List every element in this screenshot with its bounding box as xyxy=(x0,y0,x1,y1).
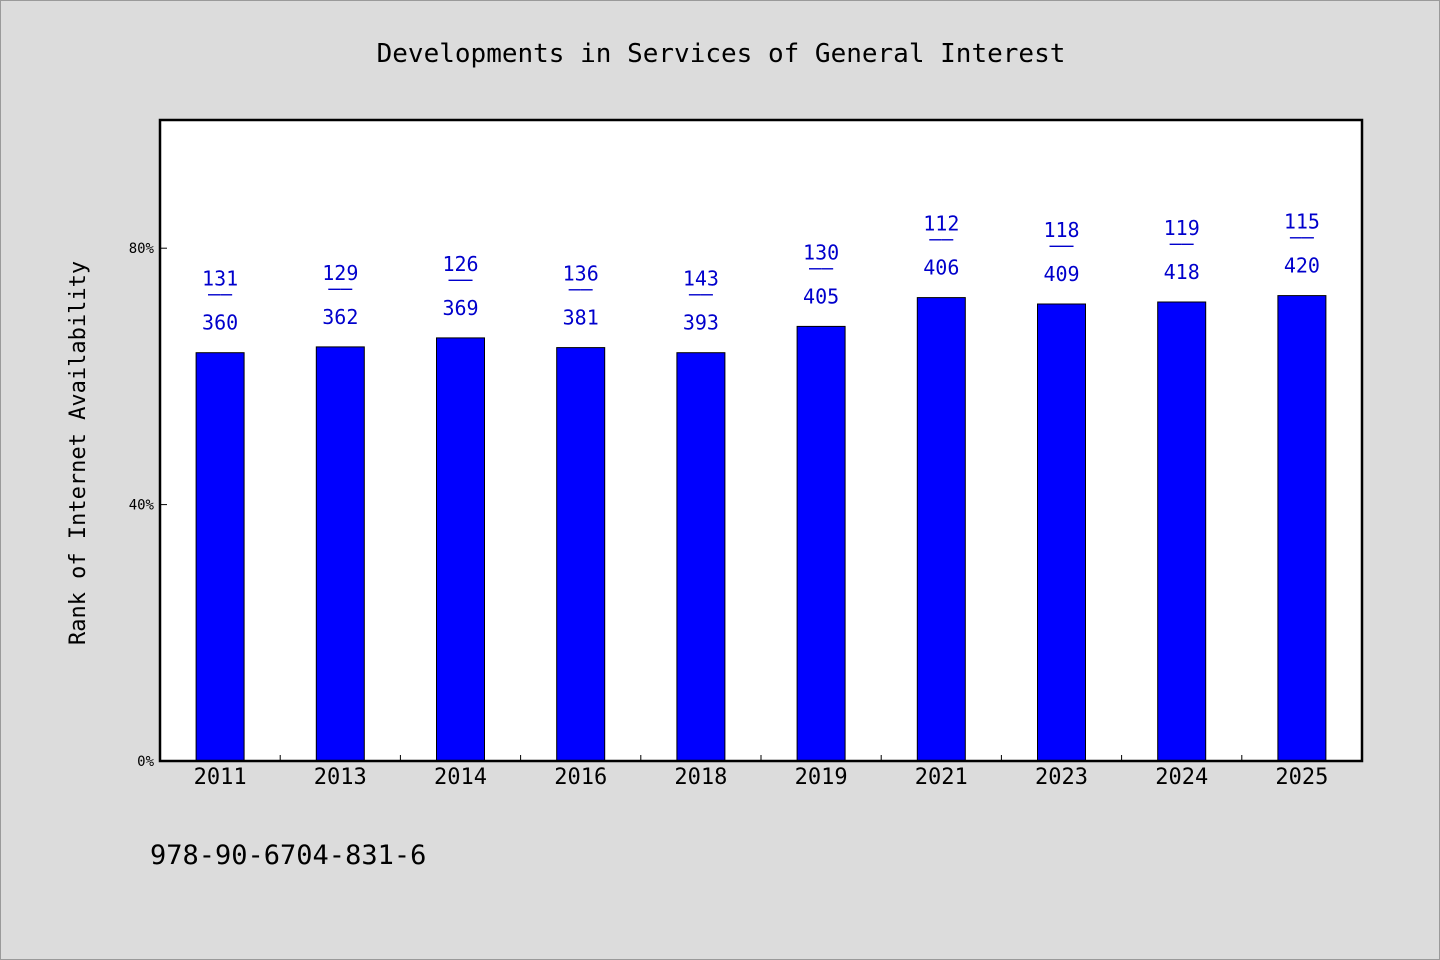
x-tick-label-2021: 2021 xyxy=(915,765,968,790)
bar-label-bottom-2025: 420 xyxy=(1284,254,1320,278)
bar-label-bottom-2014: 369 xyxy=(442,296,478,320)
bar-2025 xyxy=(1277,295,1327,762)
bar-label-separator-2023: —— xyxy=(1049,233,1074,257)
x-tick-label-2013: 2013 xyxy=(314,765,367,790)
x-tick-label-2014: 2014 xyxy=(434,765,487,790)
bar-label-bottom-2021: 406 xyxy=(923,256,959,280)
x-axis: 2011 2013 2014 2016 2018 2019 2021 2023 2024 2025 xyxy=(194,755,1328,790)
bar-label-top-2019: 130 xyxy=(803,240,839,264)
y-tick-label-0: 0% xyxy=(137,754,154,770)
bar-label-bottom-2018: 393 xyxy=(683,311,719,335)
bar-label-top-2013: 129 xyxy=(322,261,358,285)
bar-label-top-2023: 118 xyxy=(1043,218,1079,242)
bar-label-separator-2021: —— xyxy=(929,227,954,251)
bar-2023 xyxy=(1037,303,1086,762)
bar-label-bottom-2011: 360 xyxy=(202,311,238,335)
bar-label-separator-2025: —— xyxy=(1290,225,1315,249)
x-tick-label-2011: 2011 xyxy=(194,765,247,790)
bar-2024 xyxy=(1157,301,1207,762)
x-tick-label-2019: 2019 xyxy=(795,765,848,790)
y-axis: 0% 40% 80% xyxy=(129,241,167,770)
bar-label-separator-2014: —— xyxy=(448,267,473,291)
bar-label-top-2018: 143 xyxy=(683,267,719,291)
bar-label-separator-2013: —— xyxy=(328,276,353,300)
y-tick-label-40: 40% xyxy=(129,498,155,514)
bar-2018 xyxy=(676,352,726,762)
x-tick-label-2024: 2024 xyxy=(1155,765,1208,790)
bar-label-separator-2011: —— xyxy=(208,282,233,306)
bar-label-bottom-2023: 409 xyxy=(1043,262,1079,286)
bar-2021 xyxy=(916,297,966,762)
bar-label-top-2021: 112 xyxy=(923,212,959,236)
bar-2014 xyxy=(436,337,485,762)
bar-2013 xyxy=(315,346,365,762)
bar-2016 xyxy=(556,347,606,762)
bar-label-separator-2019: —— xyxy=(809,255,834,279)
bar-label-top-2011: 131 xyxy=(202,267,238,291)
bar-label-separator-2016: —— xyxy=(569,277,594,301)
bar-label-bottom-2024: 418 xyxy=(1164,260,1200,284)
x-tick-label-2023: 2023 xyxy=(1035,765,1088,790)
bar-label-separator-2024: —— xyxy=(1170,231,1195,255)
x-tick-label-2016: 2016 xyxy=(554,765,607,790)
isbn-text: 978-90-6704-831-6 xyxy=(150,840,426,871)
bar-label-separator-2018: —— xyxy=(689,282,714,306)
bar-label-top-2014: 126 xyxy=(442,252,478,276)
y-tick-label-80: 80% xyxy=(129,241,155,257)
bar-2019 xyxy=(796,325,846,762)
bar-label-bottom-2016: 381 xyxy=(563,306,599,330)
bar-label-top-2016: 136 xyxy=(563,262,599,286)
y-axis-label: Rank of Internet Availability xyxy=(66,261,91,645)
bar-label-top-2025: 115 xyxy=(1284,210,1320,234)
bar-2011 xyxy=(195,352,245,762)
x-tick-label-2018: 2018 xyxy=(674,765,727,790)
bars-layer xyxy=(195,295,1327,762)
bar-labels-layer: 131——360129——362126——369136——381143——393… xyxy=(202,210,1320,335)
chart-title: Developments in Services of General Inte… xyxy=(377,39,1066,69)
x-tick-label-2025: 2025 xyxy=(1275,765,1328,790)
bar-label-bottom-2019: 405 xyxy=(803,284,839,308)
bar-label-bottom-2013: 362 xyxy=(322,305,358,329)
bar-label-top-2024: 119 xyxy=(1164,216,1200,240)
